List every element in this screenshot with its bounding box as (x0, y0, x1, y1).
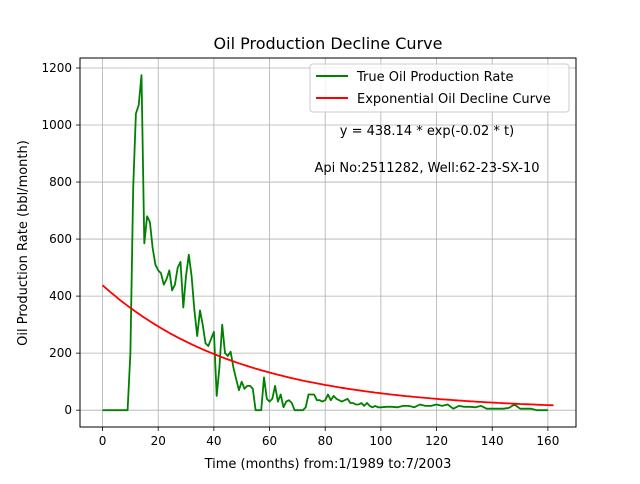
legend-label-true-rate: True Oil Production Rate (356, 70, 513, 85)
x-axis-label: Time (months) from:1/1989 to:7/2003 (204, 457, 452, 472)
x-tick-label: 120 (425, 434, 448, 448)
series-layer (101, 74, 554, 412)
x-tick-label: 20 (151, 434, 166, 448)
x-tick-label: 140 (481, 434, 504, 448)
equation-annotation: y = 438.14 * exp(-0.02 * t) (340, 124, 514, 139)
series-line-decline-curve (101, 284, 554, 407)
y-tick-label: 1200 (41, 61, 72, 75)
x-tick-label: 0 (99, 434, 107, 448)
y-tick-label: 200 (49, 346, 72, 360)
y-tick-label: 1000 (41, 118, 72, 132)
legend-box (309, 63, 570, 113)
axis-layer: 0 20 40 60 80 100 120 140 160 0 200 400 600 800 1000 12… (41, 61, 559, 448)
grid-layer (80, 58, 576, 427)
x-tick-label: 160 (536, 434, 559, 448)
x-tick-label: 80 (318, 434, 333, 448)
legend-label-decline-curve: Exponential Oil Decline Curve (357, 92, 551, 107)
y-tick-label: 400 (49, 289, 72, 303)
plot-frame (79, 57, 577, 428)
y-axis-label: Oil Production Rate (bbl/month) (16, 140, 31, 346)
x-tick-label: 60 (262, 434, 277, 448)
chart-title: Oil Production Decline Curve (214, 34, 443, 53)
well-annotation: Api No:2511282, Well:62-23-SX-10 (314, 161, 539, 176)
y-tick-label: 600 (49, 232, 72, 246)
series-line-true-rate (102, 74, 548, 412)
legend: True Oil Production Rate Exponential Oil… (309, 63, 570, 113)
y-tick-label: 0 (64, 403, 72, 417)
x-tick-label: 100 (369, 434, 392, 448)
x-tick-label: 40 (206, 434, 221, 448)
y-tick-label: 800 (49, 175, 72, 189)
